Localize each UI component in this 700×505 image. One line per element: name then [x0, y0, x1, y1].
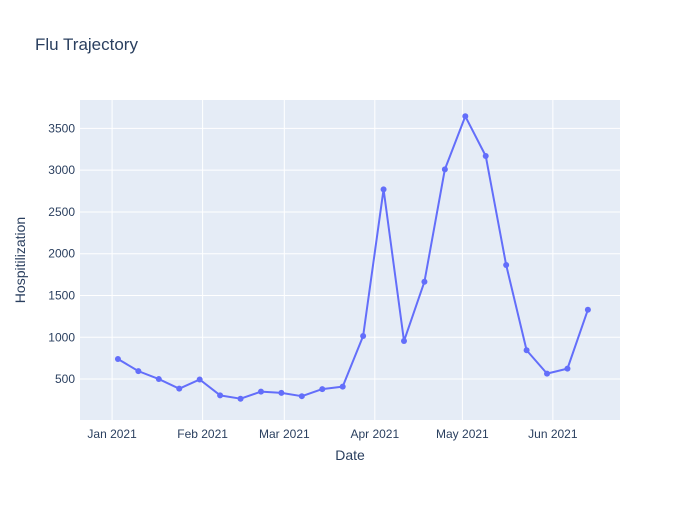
data-point[interactable] [380, 186, 387, 193]
data-point[interactable] [196, 376, 203, 383]
grid [80, 100, 620, 420]
data-point[interactable] [523, 347, 530, 354]
data-point[interactable] [339, 383, 346, 390]
y-tick-label: 2500 [48, 205, 75, 219]
x-tick-label: Jun 2021 [528, 427, 578, 441]
data-point[interactable] [584, 306, 591, 313]
data-point[interactable] [319, 386, 326, 393]
x-tick-label: Feb 2021 [177, 427, 228, 441]
data-point[interactable] [217, 392, 224, 399]
data-point[interactable] [237, 395, 244, 402]
y-tick-label: 3000 [48, 163, 75, 177]
data-point[interactable] [298, 393, 305, 400]
y-tick-label: 3500 [48, 121, 75, 135]
data-point[interactable] [503, 262, 510, 269]
data-point[interactable] [155, 376, 162, 383]
data-point[interactable] [360, 333, 367, 340]
data-point[interactable] [114, 356, 121, 363]
data-point[interactable] [564, 365, 571, 372]
x-axis-title: Date [335, 447, 365, 463]
plot-background [80, 100, 620, 420]
data-point[interactable] [135, 368, 142, 375]
x-tick-label: Apr 2021 [350, 427, 399, 441]
series-layer [114, 113, 591, 402]
y-tick-label: 2000 [48, 247, 75, 261]
x-tick-label: Jan 2021 [87, 427, 137, 441]
x-tick-label: Mar 2021 [259, 427, 310, 441]
data-point[interactable] [401, 338, 407, 345]
data-point[interactable] [441, 166, 448, 173]
series-line [117, 115, 589, 400]
data-point[interactable] [421, 278, 428, 285]
y-tick-label: 1500 [48, 289, 75, 303]
chart-title: Flu Trajectory [35, 35, 138, 54]
y-tick-label: 1000 [48, 330, 75, 344]
data-point[interactable] [176, 385, 183, 392]
data-point[interactable] [462, 113, 469, 120]
y-axis-ticks: 500 1000 1500 2000 2500 3000 3500 [48, 121, 75, 386]
x-axis-ticks: Jan 2021 Feb 2021 Mar 2021 Apr 2021 May 2021… [87, 427, 577, 441]
data-point[interactable] [482, 152, 489, 159]
data-point[interactable] [257, 388, 264, 395]
y-tick-label: 500 [55, 372, 75, 386]
y-axis-title: Hospitilization [12, 217, 28, 303]
x-tick-label: May 2021 [436, 427, 489, 441]
data-point[interactable] [278, 389, 285, 396]
data-point[interactable] [544, 370, 551, 377]
